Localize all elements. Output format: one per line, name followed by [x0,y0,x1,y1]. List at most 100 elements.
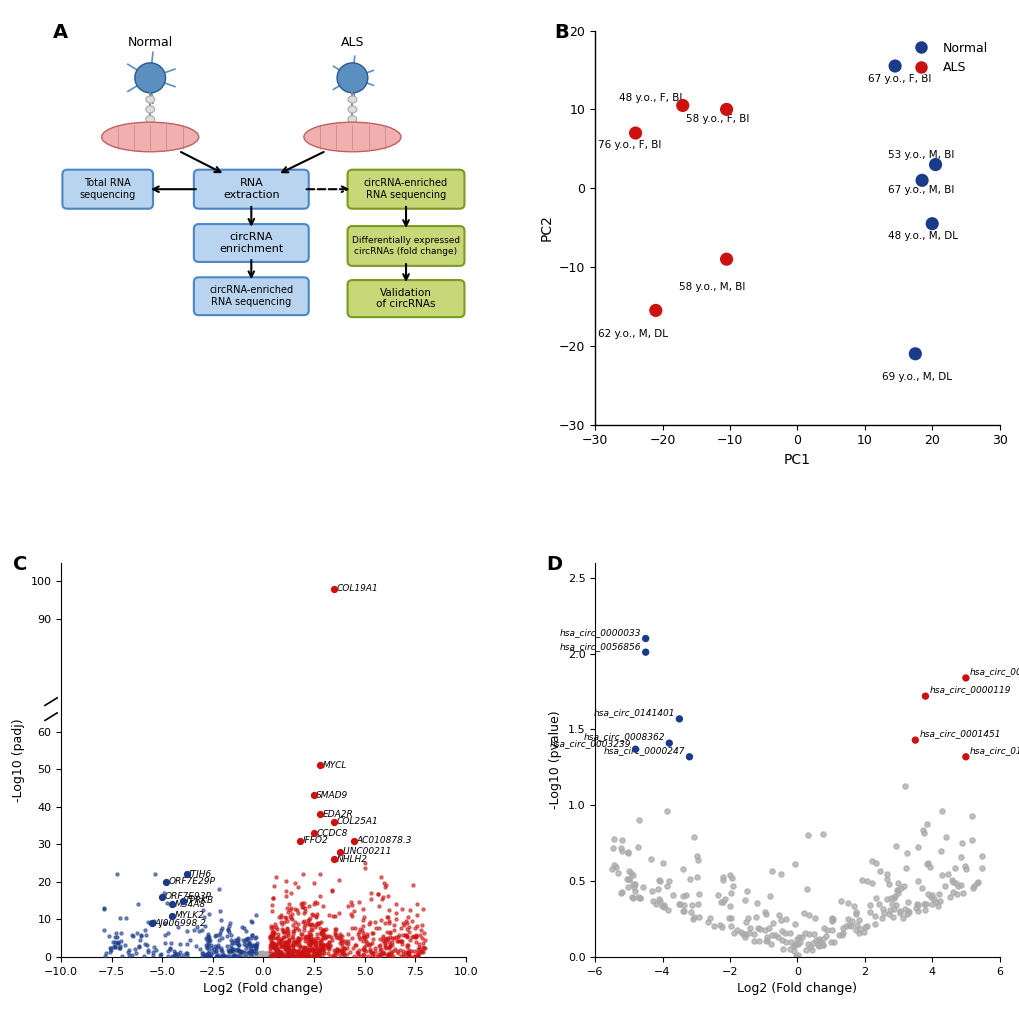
Point [814,826,830,842]
Point [408,944,424,960]
Point [311,866,327,883]
Text: Validation
of circRNAs: Validation of circRNAs [376,288,435,309]
Point [358,928,374,945]
Bar [45,626,55,724]
Point [247,948,263,964]
Point [233,947,250,963]
Point [162,940,178,956]
Point [683,897,699,913]
Point [259,949,275,965]
Point [810,939,826,955]
Point [233,918,250,935]
Point [256,949,272,965]
Point [406,944,422,960]
Point [259,948,275,964]
Point [250,945,266,961]
Point [152,947,168,963]
Point [249,947,265,963]
Point [208,944,224,960]
Point [822,934,839,950]
Y-axis label: -Log10 (padj): -Log10 (padj) [12,718,24,801]
Point [201,906,217,922]
Point [274,939,290,955]
Point [331,947,347,963]
Point [267,948,283,964]
Point [381,913,397,929]
Point [254,948,270,964]
Point [290,930,307,947]
Point [786,916,802,932]
Point [132,927,149,944]
Point [306,948,322,964]
Point [258,949,274,965]
Point [409,948,425,964]
Point [245,948,261,964]
Point [256,948,272,964]
Point [725,878,741,894]
Point [231,944,248,960]
Point [199,940,215,956]
Point [281,948,298,964]
Point [254,948,270,964]
Point [945,884,961,900]
Point [398,937,415,953]
Point [280,944,297,960]
Point [226,949,243,965]
Point [201,929,217,946]
Point [251,948,267,964]
Point [291,938,308,954]
Point [288,937,305,953]
Point [261,946,277,962]
Point [219,948,235,964]
Point [266,940,282,956]
Point [237,948,254,964]
Text: hsa_circ_0001451: hsa_circ_0001451 [918,730,1000,739]
Point [314,926,330,943]
Point [323,883,339,899]
Point [398,929,415,946]
Point [145,944,161,960]
Point [236,948,253,964]
Point [196,948,212,964]
Point [262,948,278,964]
Point [111,940,127,956]
Point [225,947,242,963]
Point [898,906,914,922]
Point [242,948,258,964]
Point [251,948,267,964]
Point [320,934,336,950]
Point [223,926,239,943]
Point [345,903,362,919]
Point [626,883,642,899]
Point [264,948,280,964]
Point [229,929,246,946]
Point [823,911,840,927]
Point [213,922,229,939]
Point [892,880,908,896]
Point [800,907,816,923]
Point [268,942,284,958]
Point [745,925,761,942]
Point [414,916,430,932]
Point [256,949,272,965]
Point [400,919,417,936]
Point [252,949,268,965]
Point [388,944,405,960]
Point [279,948,296,964]
Point [309,941,325,957]
Point [300,934,316,950]
Point [899,903,915,919]
Point [947,874,963,891]
Point [267,948,283,964]
Point [720,910,737,926]
Point [308,916,324,932]
Point [335,942,352,958]
Point [258,949,274,965]
Point [290,929,307,946]
Point [157,915,173,931]
Point [378,930,394,947]
Point [277,948,293,964]
Point [231,948,248,964]
Point [255,949,271,965]
Point [253,947,269,963]
